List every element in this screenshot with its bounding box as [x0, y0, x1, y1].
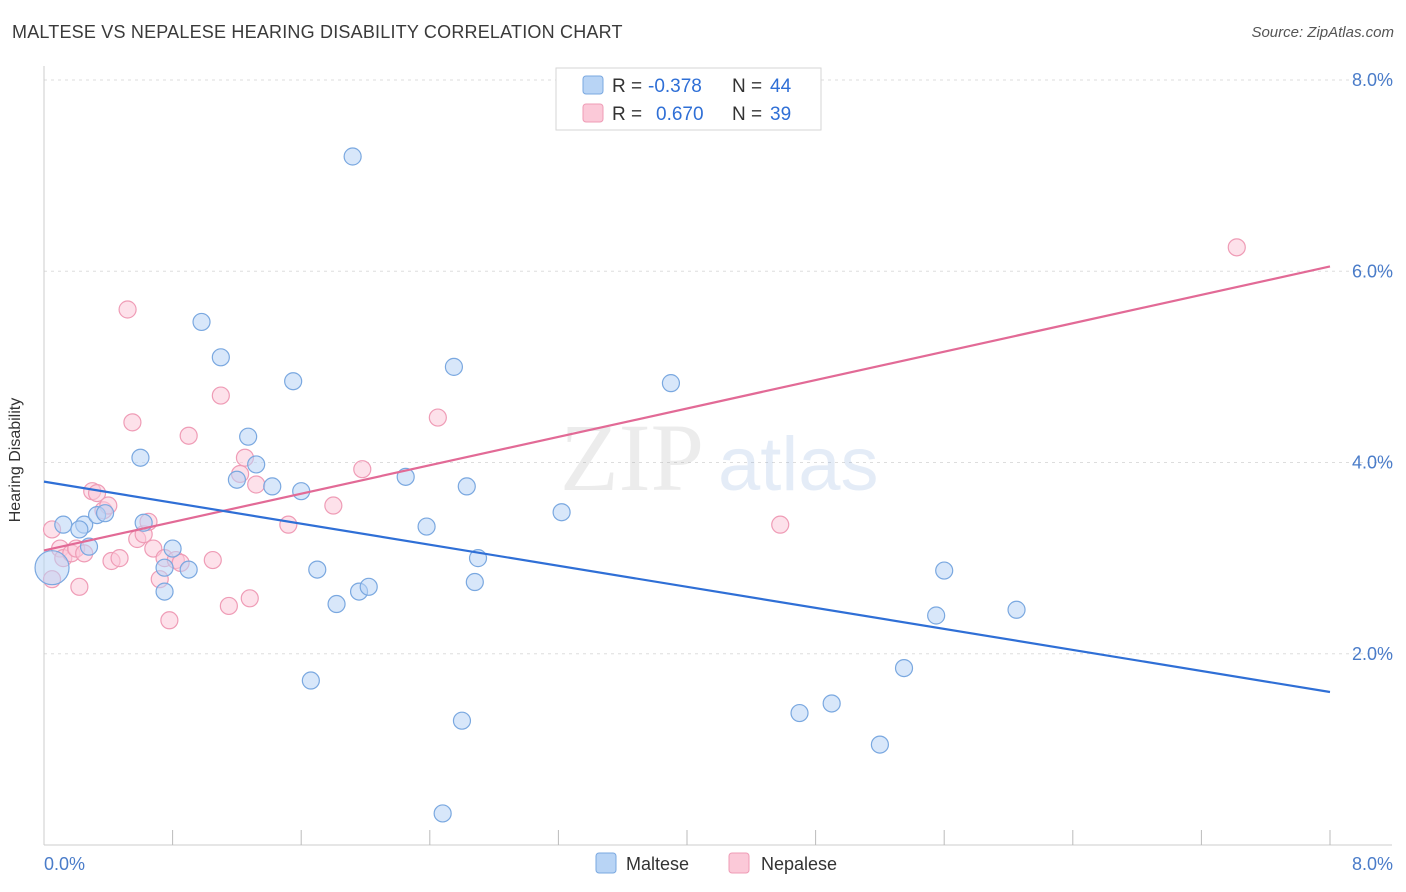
maltese-point: [935, 561, 954, 580]
y-tick-label: 2.0%: [1352, 644, 1393, 664]
nepalese-point: [123, 413, 142, 432]
nepalese-point: [279, 515, 298, 534]
maltese-point: [894, 658, 914, 678]
maltese-point: [301, 671, 320, 690]
maltese-point: [457, 477, 476, 496]
maltese-point: [131, 448, 150, 467]
y-tick-label: 4.0%: [1352, 453, 1393, 473]
maltese-trend-line: [43, 480, 1331, 694]
maltese-point: [822, 694, 841, 713]
maltese-point: [239, 427, 258, 446]
watermark: ZIP atlas: [560, 404, 879, 511]
maltese-point: [179, 560, 198, 579]
maltese-point: [263, 477, 282, 496]
nepalese-point: [353, 460, 372, 479]
nepalese-trend-line: [43, 265, 1331, 552]
nepalese-point: [70, 577, 89, 596]
maltese-point: [790, 703, 809, 723]
watermark-zip: ZIP: [560, 404, 704, 511]
trend-lines: [43, 265, 1331, 694]
nepalese-point: [110, 549, 129, 568]
maltese-point: [155, 582, 174, 601]
maltese-point: [359, 577, 378, 596]
maltese-point: [1007, 600, 1026, 619]
maltese-point: [465, 572, 484, 592]
grid-lines: [44, 79, 1392, 655]
nepalese-point: [160, 611, 179, 630]
legend-swatch-nepalese: [582, 103, 604, 123]
maltese-point: [927, 606, 946, 625]
legend-r-label: R =: [612, 76, 642, 97]
source-label: Source: ZipAtlas.com: [1251, 24, 1394, 41]
maltese-point: [444, 357, 464, 376]
nepalese-point: [771, 515, 790, 534]
nepalese-point: [118, 300, 137, 319]
nepalese-point: [203, 550, 222, 570]
maltese-point: [211, 348, 230, 367]
stats-legend: R = -0.378 N = 44 R = 0.670 N = 39: [555, 67, 822, 131]
maltese-point: [870, 735, 890, 754]
maltese-point: [417, 517, 436, 536]
maltese-point: [34, 550, 70, 586]
maltese-point: [452, 711, 472, 730]
maltese-point: [552, 503, 571, 522]
axes: 2.0% 4.0% 6.0% 8.0% 0.0% 8.0%: [43, 66, 1393, 874]
maltese-point: [327, 594, 346, 614]
legend-n-label: N =: [732, 104, 762, 125]
legend-n-label: N =: [732, 76, 762, 97]
y-tick-label: 8.0%: [1352, 70, 1393, 90]
legend-n-value: 44: [770, 76, 792, 97]
chart-title: MALTESE VS NEPALESE HEARING DISABILITY C…: [12, 22, 623, 42]
maltese-point: [292, 482, 311, 501]
maltese-point: [70, 520, 89, 539]
legend-r-value: -0.378: [648, 76, 702, 97]
y-tick-label: 6.0%: [1352, 261, 1393, 281]
maltese-point: [284, 372, 303, 391]
nepalese-point: [1227, 238, 1246, 257]
legend-label-nepalese: Nepalese: [761, 854, 837, 874]
nepalese-point: [219, 596, 238, 616]
nepalese-point: [247, 475, 266, 494]
nepalese-point: [211, 386, 230, 405]
nepalese-point: [240, 589, 259, 608]
legend-n-value: 39: [770, 104, 791, 125]
maltese-point: [95, 504, 115, 523]
x-tick-label: 0.0%: [44, 854, 85, 874]
series-legend: Maltese Nepalese: [595, 852, 837, 874]
nepalese-point: [179, 426, 198, 445]
maltese-point: [227, 470, 246, 489]
maltese-point: [163, 539, 182, 558]
legend-swatch-maltese: [595, 852, 617, 874]
legend-r-value: 0.670: [656, 104, 704, 125]
maltese-point: [54, 515, 73, 534]
x-tick-label: 8.0%: [1352, 854, 1393, 874]
nepalese-point: [324, 496, 343, 515]
legend-label-maltese: Maltese: [626, 854, 689, 874]
nepalese-point: [428, 408, 447, 427]
legend-r-label: R =: [612, 104, 642, 125]
maltese-point: [343, 147, 362, 166]
maltese-point: [155, 558, 174, 577]
watermark-atlas: atlas: [718, 422, 879, 507]
maltese-point: [661, 374, 681, 393]
maltese-point: [308, 560, 327, 579]
maltese-point: [192, 312, 211, 332]
legend-swatch-maltese: [582, 75, 604, 95]
legend-swatch-nepalese: [728, 852, 750, 874]
maltese-point: [433, 804, 452, 823]
maltese-point: [247, 455, 266, 474]
